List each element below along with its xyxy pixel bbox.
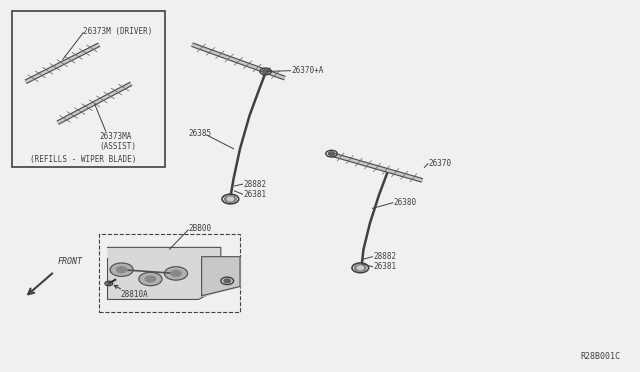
Circle shape xyxy=(328,152,335,155)
Circle shape xyxy=(139,272,162,286)
Circle shape xyxy=(116,267,127,273)
Circle shape xyxy=(224,279,230,283)
Text: 26373M (DRIVER): 26373M (DRIVER) xyxy=(83,27,152,36)
Circle shape xyxy=(164,267,188,280)
Circle shape xyxy=(107,282,111,285)
Circle shape xyxy=(110,263,133,276)
Text: 28882: 28882 xyxy=(373,252,396,261)
Text: FRONT: FRONT xyxy=(58,257,83,266)
Text: 26370: 26370 xyxy=(429,159,452,168)
Circle shape xyxy=(262,70,269,73)
Text: 26373MA
(ASSIST): 26373MA (ASSIST) xyxy=(99,132,136,151)
Text: 26380: 26380 xyxy=(394,198,417,207)
Circle shape xyxy=(145,276,156,282)
Text: 26381: 26381 xyxy=(243,190,266,199)
Polygon shape xyxy=(108,247,221,299)
Circle shape xyxy=(225,196,236,202)
Text: R28B001C: R28B001C xyxy=(581,352,621,361)
Bar xyxy=(99,234,240,312)
Text: 26381: 26381 xyxy=(373,262,396,271)
Text: 2BB00: 2BB00 xyxy=(189,224,212,233)
Text: 26370+A: 26370+A xyxy=(291,66,324,75)
Bar xyxy=(12,11,165,167)
Text: 28810A: 28810A xyxy=(120,290,148,299)
Text: 28882: 28882 xyxy=(243,180,266,189)
Circle shape xyxy=(357,266,364,270)
Circle shape xyxy=(171,270,181,276)
Polygon shape xyxy=(202,257,240,296)
Text: 26385: 26385 xyxy=(189,129,212,138)
Text: (REFILLS - WIPER BLADE): (REFILLS - WIPER BLADE) xyxy=(30,155,136,164)
Circle shape xyxy=(227,197,234,201)
Circle shape xyxy=(355,264,366,271)
